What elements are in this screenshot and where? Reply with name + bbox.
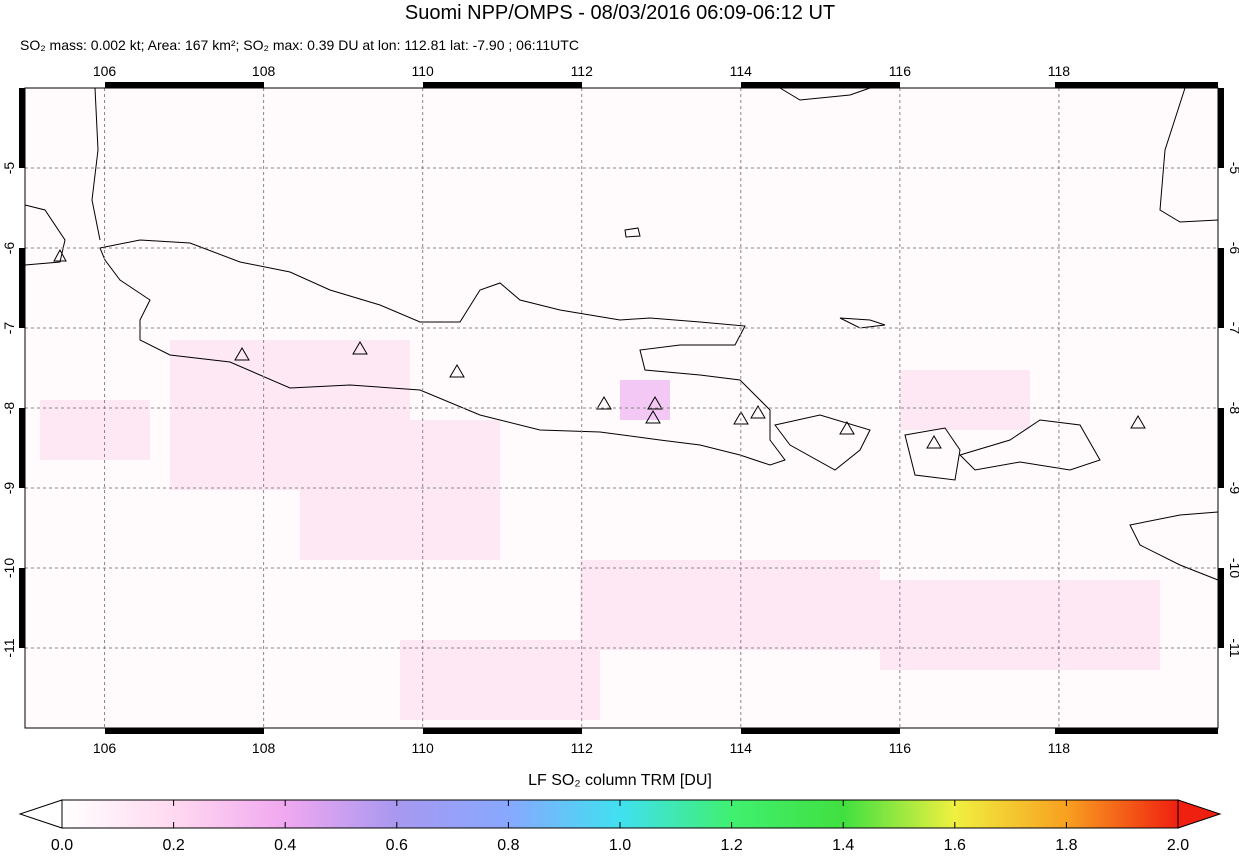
coastlines xyxy=(24,87,1219,581)
colorbar-label: LF SO₂ column TRM [DU] xyxy=(528,772,712,789)
chart-subtitle: SO₂ mass: 0.002 kt; Area: 167 km²; SO₂ m… xyxy=(20,37,579,53)
y-tick-label: -7 xyxy=(1,322,17,335)
y-tick-label: -8 xyxy=(1,402,17,415)
x-tick-label: 108 xyxy=(252,63,276,79)
y-tick-label: -8 xyxy=(1227,402,1239,415)
y-tick-label: -6 xyxy=(1,242,17,255)
y-tick-label: -10 xyxy=(1,558,17,578)
x-tick-label: 116 xyxy=(889,740,912,756)
x-tick-label: 108 xyxy=(252,740,276,756)
x-tick-label: 106 xyxy=(93,63,117,79)
chart-title: Suomi NPP/OMPS - 08/03/2016 06:09-06:12 … xyxy=(405,2,835,24)
x-tick-label: 118 xyxy=(1048,63,1071,79)
y-tick-label: -5 xyxy=(1227,162,1239,175)
x-tick-label: 110 xyxy=(412,740,435,756)
colorbar-tick-label: 0.6 xyxy=(386,837,408,854)
colorbar-over xyxy=(1177,799,1222,829)
y-tick-label: -9 xyxy=(1227,482,1239,495)
so2-field xyxy=(40,340,1160,720)
x-tick-label: 118 xyxy=(1048,740,1071,756)
x-tick-label: 110 xyxy=(412,63,435,79)
x-tick-label: 114 xyxy=(730,740,753,756)
y-tick-label: -11 xyxy=(1,638,17,657)
y-tick-label: -5 xyxy=(1,162,17,175)
colorbar-tick-label: 2.0 xyxy=(1167,837,1189,854)
colorbar-tick-label: 1.6 xyxy=(944,837,966,854)
colorbar-tick-label: 0.8 xyxy=(497,837,519,854)
x-tick-label: 112 xyxy=(571,63,594,79)
colorbar-tick-label: 1.2 xyxy=(720,837,742,854)
colorbar-tick-label: 0.4 xyxy=(274,837,296,854)
y-tick-label: -9 xyxy=(1,482,17,495)
colorbar-tick-label: 0.0 xyxy=(51,837,73,854)
x-tick-label: 116 xyxy=(889,63,912,79)
y-tick-label: -11 xyxy=(1227,638,1239,657)
frame-bars xyxy=(19,82,1224,734)
x-tick-label: 114 xyxy=(730,63,753,79)
volcanoes xyxy=(53,248,1146,449)
colorbar-tick-label: 1.8 xyxy=(1055,837,1077,854)
y-tick-label: -6 xyxy=(1227,242,1239,255)
colorbar-tick-label: 0.2 xyxy=(162,837,184,854)
map xyxy=(19,82,1224,734)
colorbar-tick-label: 1.0 xyxy=(609,837,631,854)
y-tick-label: -7 xyxy=(1227,322,1239,335)
y-tick-label: -10 xyxy=(1227,558,1239,578)
x-tick-label: 112 xyxy=(571,740,594,756)
x-tick-label: 106 xyxy=(93,740,117,756)
colorbar-under xyxy=(18,799,63,829)
colorbar-tick-label: 1.4 xyxy=(832,837,854,854)
